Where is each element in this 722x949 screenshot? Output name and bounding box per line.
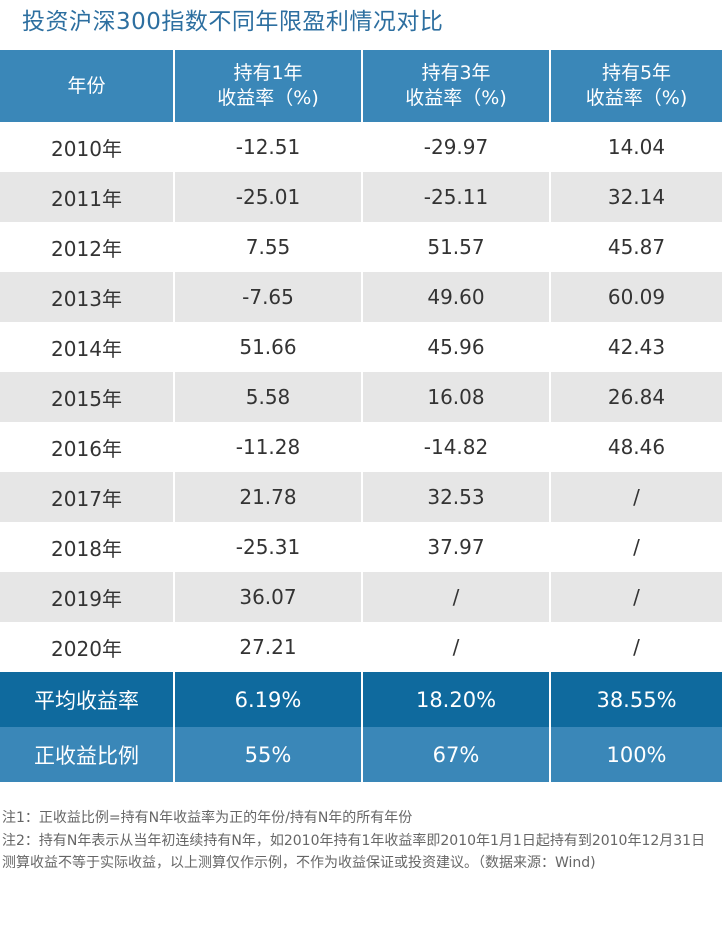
positive-ratio-row-y1: 55%: [175, 727, 363, 782]
table-cell-y3: 45.96: [363, 322, 551, 372]
table-cell-y3: 49.60: [363, 272, 551, 322]
table-cell-y5: 60.09: [551, 272, 722, 322]
header-hold-3y-label: 持有3年 收益率（%): [405, 62, 507, 109]
table-cell-y5: /: [551, 522, 722, 572]
header-hold-5y-label: 持有5年 收益率（%): [585, 62, 688, 109]
table-cell-y3: 16.08: [363, 372, 551, 422]
positive-ratio-row-y5: 100%: [551, 727, 722, 782]
table-cell-year: 2011年: [0, 172, 175, 222]
table-cell-y1: 27.21: [175, 622, 363, 672]
table-cell-y3: /: [363, 622, 551, 672]
table-cell-year: 2016年: [0, 422, 175, 472]
average-row-y5: 38.55%: [551, 672, 722, 727]
table-cell-y5: /: [551, 472, 722, 522]
header-hold-1y-label: 持有1年 收益率（%): [217, 62, 319, 109]
positive-ratio-row-label: 正收益比例: [0, 727, 175, 782]
average-row-y1: 6.19%: [175, 672, 363, 727]
table-cell-y1: 36.07: [175, 572, 363, 622]
table-cell-y1: -11.28: [175, 422, 363, 472]
table-cell-y3: -29.97: [363, 122, 551, 172]
positive-ratio-row-y3: 67%: [363, 727, 551, 782]
page-title: 投资沪深300指数不同年限盈利情况对比: [22, 9, 444, 35]
table-cell-y3: 37.97: [363, 522, 551, 572]
footnotes: 注1：正收益比例=持有N年收益率为正的年份/持有N年的所有年份 注2：持有N年表…: [2, 807, 720, 875]
table-cell-y5: /: [551, 572, 722, 622]
table-cell-y3: -25.11: [363, 172, 551, 222]
table-cell-year: 2014年: [0, 322, 175, 372]
table-cell-y1: 51.66: [175, 322, 363, 372]
table-cell-y5: 45.87: [551, 222, 722, 272]
table-cell-y1: -25.01: [175, 172, 363, 222]
table-cell-y5: 14.04: [551, 122, 722, 172]
table-cell-year: 2010年: [0, 122, 175, 172]
table-cell-year: 2015年: [0, 372, 175, 422]
table-cell-y5: 48.46: [551, 422, 722, 472]
table-cell-y1: 7.55: [175, 222, 363, 272]
header-year: 年份: [0, 50, 175, 122]
table-cell-y3: 32.53: [363, 472, 551, 522]
table-cell-y1: 21.78: [175, 472, 363, 522]
header-year-label: 年份: [67, 74, 106, 97]
header-hold-1y: 持有1年 收益率（%): [175, 50, 363, 122]
table-cell-y5: /: [551, 622, 722, 672]
returns-table: 年份 持有1年 收益率（%) 持有3年 收益率（%) 持有5年 收益率（%) 2010…: [0, 50, 722, 782]
table-cell-y5: 26.84: [551, 372, 722, 422]
table-cell-year: 2018年: [0, 522, 175, 572]
footnote-1: 注1：正收益比例=持有N年收益率为正的年份/持有N年的所有年份: [2, 810, 413, 826]
table-cell-y5: 32.14: [551, 172, 722, 222]
table-cell-year: 2013年: [0, 272, 175, 322]
table-cell-y1: 5.58: [175, 372, 363, 422]
table-cell-y5: 42.43: [551, 322, 722, 372]
table-cell-year: 2019年: [0, 572, 175, 622]
table-cell-y1: -7.65: [175, 272, 363, 322]
table-cell-year: 2020年: [0, 622, 175, 672]
table-cell-y1: -12.51: [175, 122, 363, 172]
footnote-2: 注2：持有N年表示从当年初连续持有N年，如2010年持有1年收益率即2010年1…: [2, 832, 706, 849]
average-row-y3: 18.20%: [363, 672, 551, 727]
table-cell-y3: /: [363, 572, 551, 622]
header-hold-5y: 持有5年 收益率（%): [551, 50, 722, 122]
table-cell-year: 2012年: [0, 222, 175, 272]
table-cell-year: 2017年: [0, 472, 175, 522]
table-cell-y3: 51.57: [363, 222, 551, 272]
table-cell-y1: -25.31: [175, 522, 363, 572]
table-cell-y3: -14.82: [363, 422, 551, 472]
disclaimer: 测算收益不等于实际收益，以上测算仅作示例，不作为收益保证或投资建议。（数据来源：…: [2, 855, 596, 871]
header-hold-3y: 持有3年 收益率（%): [363, 50, 551, 122]
average-row-label: 平均收益率: [0, 672, 175, 727]
